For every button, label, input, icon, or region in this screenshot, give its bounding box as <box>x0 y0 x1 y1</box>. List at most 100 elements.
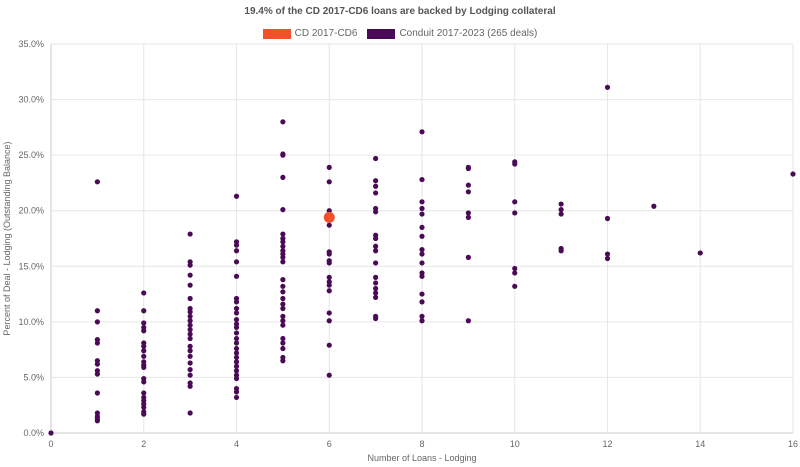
conduit-point[interactable] <box>94 418 100 424</box>
conduit-point[interactable] <box>280 119 286 125</box>
conduit-point[interactable] <box>141 411 147 417</box>
conduit-point[interactable] <box>233 299 240 305</box>
conduit-point[interactable] <box>373 243 379 249</box>
conduit-point[interactable] <box>373 178 379 184</box>
conduit-point[interactable] <box>187 231 193 237</box>
conduit-point[interactable] <box>233 242 240 248</box>
conduit-point[interactable] <box>326 342 332 348</box>
conduit-point[interactable] <box>233 317 240 323</box>
conduit-point[interactable] <box>373 260 379 266</box>
conduit-point[interactable] <box>233 248 240 254</box>
conduit-point[interactable] <box>373 155 379 162</box>
conduit-point[interactable] <box>373 274 379 280</box>
conduit-point[interactable] <box>187 322 193 328</box>
conduit-point[interactable] <box>233 350 240 356</box>
conduit-point[interactable] <box>604 251 611 257</box>
conduit-point[interactable] <box>187 295 193 302</box>
conduit-point[interactable] <box>187 367 193 373</box>
conduit-point[interactable] <box>280 277 286 283</box>
conduit-point[interactable] <box>141 353 147 359</box>
conduit-point[interactable] <box>373 285 379 292</box>
conduit-point[interactable] <box>512 283 518 289</box>
conduit-point[interactable] <box>697 250 703 256</box>
conduit-point[interactable] <box>373 190 379 196</box>
conduit-point[interactable] <box>419 205 425 212</box>
conduit-point[interactable] <box>233 340 240 346</box>
conduit-point[interactable] <box>373 183 379 189</box>
conduit-point[interactable] <box>187 331 193 337</box>
conduit-point[interactable] <box>604 255 611 262</box>
conduit-point[interactable] <box>604 215 611 222</box>
conduit-point[interactable] <box>187 327 193 333</box>
conduit-point[interactable] <box>233 273 240 279</box>
conduit-point[interactable] <box>326 282 332 288</box>
conduit-point[interactable] <box>233 305 240 312</box>
conduit-point[interactable] <box>373 209 379 215</box>
conduit-point[interactable] <box>280 318 286 324</box>
conduit-point[interactable] <box>373 294 379 301</box>
conduit-point[interactable] <box>465 189 471 195</box>
conduit-point[interactable] <box>373 315 379 322</box>
conduit-point[interactable] <box>233 375 240 382</box>
conduit-point[interactable] <box>280 239 286 245</box>
conduit-point[interactable] <box>187 343 193 349</box>
conduit-point[interactable] <box>790 171 796 177</box>
conduit-point[interactable] <box>419 273 425 279</box>
conduit-point[interactable] <box>141 390 147 396</box>
conduit-point[interactable] <box>280 335 286 342</box>
conduit-point[interactable] <box>94 371 100 377</box>
conduit-point[interactable] <box>187 309 193 315</box>
conduit-point[interactable] <box>280 174 286 180</box>
conduit-point[interactable] <box>419 251 425 257</box>
conduit-point[interactable] <box>280 283 286 289</box>
conduit-point[interactable] <box>187 372 193 378</box>
conduit-point[interactable] <box>187 383 193 389</box>
conduit-point[interactable] <box>558 248 564 254</box>
conduit-point[interactable] <box>280 313 286 319</box>
conduit-point[interactable] <box>187 313 193 319</box>
conduit-point[interactable] <box>141 343 147 349</box>
conduit-point[interactable] <box>280 322 286 328</box>
conduit-point[interactable] <box>280 152 286 158</box>
conduit-point[interactable] <box>233 345 240 352</box>
conduit-point[interactable] <box>94 319 100 325</box>
conduit-point[interactable] <box>280 345 286 352</box>
conduit-point[interactable] <box>233 330 240 336</box>
conduit-point[interactable] <box>558 207 564 213</box>
conduit-point[interactable] <box>465 210 471 216</box>
conduit-point[interactable] <box>419 224 425 230</box>
conduit-point[interactable] <box>187 335 193 342</box>
conduit-point[interactable] <box>419 247 425 253</box>
conduit-point[interactable] <box>141 348 147 354</box>
conduit-point[interactable] <box>233 368 240 374</box>
conduit-point[interactable] <box>187 360 193 366</box>
conduit-point[interactable] <box>465 214 471 220</box>
conduit-point[interactable] <box>280 243 286 249</box>
conduit-point[interactable] <box>419 199 425 205</box>
conduit-point[interactable] <box>465 254 471 260</box>
conduit-point[interactable] <box>326 208 332 214</box>
conduit-point[interactable] <box>512 270 518 276</box>
conduit-point[interactable] <box>373 248 379 254</box>
conduit-point[interactable] <box>233 259 240 265</box>
conduit-point[interactable] <box>141 290 147 296</box>
conduit-point[interactable] <box>465 182 471 188</box>
conduit-point[interactable] <box>512 199 518 205</box>
conduit-point[interactable] <box>419 260 425 266</box>
conduit-point[interactable] <box>94 361 100 367</box>
conduit-point[interactable] <box>558 201 564 207</box>
conduit-point[interactable] <box>233 389 240 395</box>
conduit-point[interactable] <box>419 129 425 135</box>
conduit-point[interactable] <box>419 318 425 324</box>
conduit-point[interactable] <box>94 340 100 346</box>
conduit-point[interactable] <box>326 310 332 316</box>
conduit-point[interactable] <box>187 348 193 354</box>
conduit-point[interactable] <box>141 308 147 314</box>
conduit-point[interactable] <box>326 318 332 324</box>
conduit-point[interactable] <box>326 251 332 257</box>
conduit-point[interactable] <box>326 260 332 266</box>
conduit-point[interactable] <box>326 179 332 185</box>
conduit-point[interactable] <box>187 410 193 416</box>
conduit-point[interactable] <box>280 254 286 260</box>
conduit-point[interactable] <box>187 318 193 324</box>
